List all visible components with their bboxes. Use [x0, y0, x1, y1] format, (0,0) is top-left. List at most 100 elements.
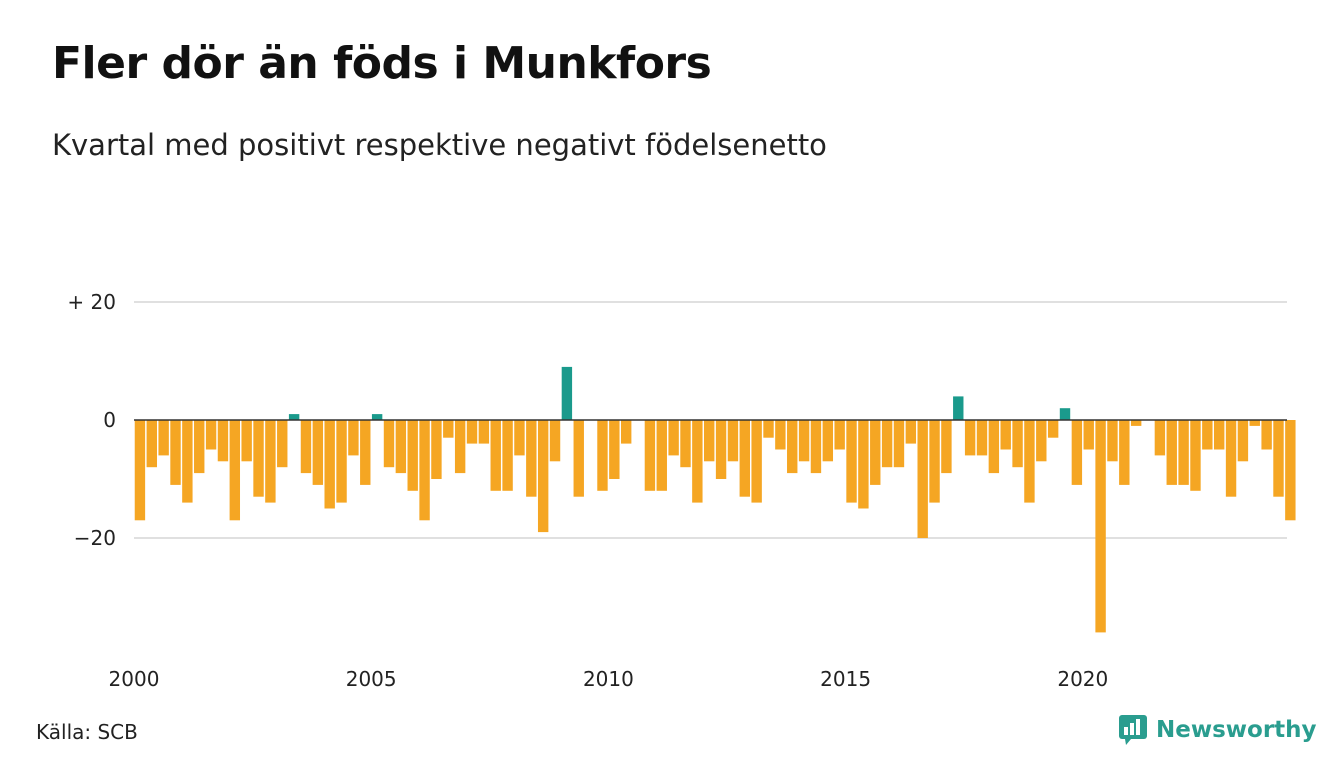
bar-negative [798, 420, 810, 462]
bar-negative [158, 420, 169, 456]
bar-negative [526, 420, 537, 497]
x-axis-labels: 2000 2005 2010 2015 2020 [109, 667, 1109, 691]
bars [134, 366, 1296, 633]
bar-negative [277, 420, 288, 468]
bar-negative [1273, 420, 1284, 497]
bar-negative [537, 420, 549, 533]
bar-negative [893, 420, 905, 468]
bar-negative [1225, 420, 1237, 497]
bar-negative [1261, 420, 1272, 450]
bar-negative [490, 420, 501, 491]
bar-negative [431, 420, 442, 479]
bar-negative [134, 420, 146, 521]
bar-negative [573, 420, 584, 497]
bar-negative [704, 420, 715, 462]
bar-negative [229, 420, 241, 521]
bar-positive [561, 366, 573, 420]
bar-negative [170, 420, 181, 485]
bar-negative [692, 420, 703, 503]
bar-negative [253, 420, 264, 497]
bar-negative [1000, 420, 1011, 450]
bar-negative [810, 420, 822, 474]
bar-negative [988, 420, 1000, 474]
bar-negative [775, 420, 786, 450]
bar-negative [1154, 420, 1166, 456]
bar-negative [466, 420, 478, 444]
page-subtitle: Kvartal med positivt respektive negativt… [52, 128, 827, 162]
bar-negative [1178, 420, 1189, 485]
bar-negative [336, 420, 347, 503]
source-note: Källa: SCB [36, 720, 138, 744]
bar-negative [739, 420, 750, 497]
bar-negative [1285, 420, 1296, 521]
grid-lines [134, 301, 1287, 539]
bar-negative [348, 420, 359, 456]
bar-negative [217, 420, 229, 462]
bar-negative [1166, 420, 1177, 485]
bar-negative [395, 420, 407, 474]
bar-negative [419, 420, 430, 521]
bar-negative [1107, 420, 1118, 462]
bar-negative [549, 420, 561, 462]
x-tick-label: 2005 [346, 667, 397, 691]
bar-negative [905, 420, 917, 444]
bar-negative [1012, 420, 1023, 468]
bar-negative [656, 420, 667, 491]
y-tick-label: −20 [74, 526, 116, 550]
bar-negative [917, 420, 928, 538]
brand-name: Newsworthy [1156, 717, 1317, 743]
bar-negative [443, 420, 454, 438]
bar-negative [1130, 420, 1142, 426]
y-tick-label: + 20 [67, 290, 116, 314]
bar-negative [1024, 420, 1035, 503]
bar-negative [205, 420, 217, 450]
y-axis-labels: + 20 0 −20 [67, 290, 116, 550]
newsworthy-logo-icon [1119, 715, 1147, 745]
bar-negative [609, 420, 620, 479]
bar-negative [1202, 420, 1213, 450]
y-tick-label: 0 [103, 408, 116, 432]
x-tick-label: 2010 [583, 667, 634, 691]
bar-negative [478, 420, 490, 444]
bar-negative [502, 420, 513, 491]
bar-negative [597, 420, 608, 491]
bar-negative [680, 420, 691, 468]
page-title: Fler dör än föds i Munkfors [52, 38, 712, 89]
bar-negative [241, 420, 252, 462]
bar-negative [668, 420, 679, 456]
bar-negative [324, 420, 335, 509]
bar-negative [727, 420, 739, 462]
bar-negative [1036, 420, 1047, 462]
bar-negative [941, 420, 952, 474]
bar-negative [1047, 420, 1059, 438]
bar-negative [870, 420, 881, 485]
bar-negative [1095, 420, 1106, 633]
bar-negative [1083, 420, 1094, 450]
bar-positive [288, 414, 300, 420]
bar-negative [620, 420, 632, 444]
bar-negative [1249, 420, 1260, 426]
bar-negative [787, 420, 798, 474]
bar-negative [715, 420, 727, 479]
x-tick-label: 2015 [820, 667, 871, 691]
bar-positive [953, 396, 964, 420]
bar-negative [846, 420, 857, 503]
bar-negative [751, 420, 762, 503]
bar-negative [644, 420, 656, 491]
bar-negative [300, 420, 312, 474]
bar-negative [182, 420, 193, 503]
bar-negative [383, 420, 395, 468]
bar-chart: + 20 0 −20 2000 2005 2010 2015 2020 [67, 290, 1296, 691]
bar-negative [881, 420, 893, 468]
x-tick-label: 2000 [109, 667, 160, 691]
bar-negative [454, 420, 466, 474]
bar-negative [360, 420, 371, 485]
bar-negative [976, 420, 988, 456]
bar-negative [1071, 420, 1083, 485]
brand-logo[interactable]: Newsworthy [1118, 714, 1317, 746]
bar-negative [312, 420, 324, 485]
bar-negative [964, 420, 976, 456]
bar-negative [514, 420, 525, 456]
bar-negative [1119, 420, 1130, 485]
bar-negative [265, 420, 276, 503]
